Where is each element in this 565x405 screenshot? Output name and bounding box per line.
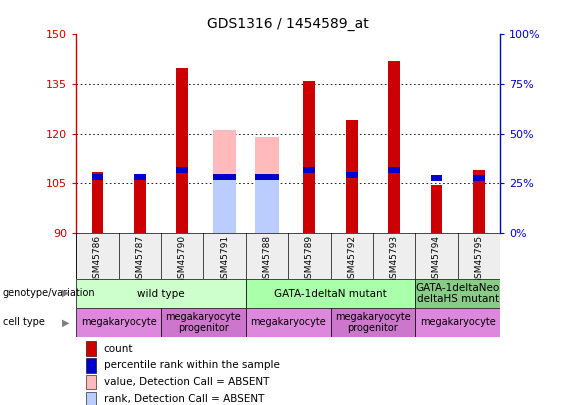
Bar	[303, 167, 315, 173]
Bar	[246, 279, 415, 308]
Text: GATA-1deltaNeo
deltaHS mutant: GATA-1deltaNeo deltaHS mutant	[415, 283, 500, 305]
Bar	[415, 308, 500, 337]
Bar	[303, 81, 315, 233]
Bar	[255, 137, 279, 233]
Bar	[431, 185, 442, 233]
Bar	[346, 120, 358, 233]
Bar	[473, 170, 485, 233]
Bar	[86, 375, 97, 390]
Text: GSM45791: GSM45791	[220, 235, 229, 284]
Text: wild type: wild type	[137, 289, 185, 298]
Bar	[92, 172, 103, 233]
Text: megakaryocyte
progenitor: megakaryocyte progenitor	[166, 311, 241, 333]
Bar	[431, 175, 442, 181]
Text: GSM45787: GSM45787	[136, 235, 144, 284]
Bar	[255, 174, 279, 180]
Bar	[255, 177, 279, 233]
Bar	[92, 174, 103, 180]
Text: rank, Detection Call = ABSENT: rank, Detection Call = ABSENT	[103, 394, 264, 404]
Text: GSM45793: GSM45793	[390, 235, 398, 284]
Bar	[134, 175, 146, 233]
Text: megakaryocyte
progenitor: megakaryocyte progenitor	[335, 311, 411, 333]
Text: GATA-1deltaN mutant: GATA-1deltaN mutant	[274, 289, 387, 298]
Bar	[388, 167, 400, 173]
Text: GSM45788: GSM45788	[263, 235, 271, 284]
Bar	[76, 308, 161, 337]
Text: count: count	[103, 343, 133, 354]
Text: value, Detection Call = ABSENT: value, Detection Call = ABSENT	[103, 377, 269, 387]
Text: GSM45792: GSM45792	[347, 235, 356, 284]
Bar	[161, 308, 246, 337]
Text: megakaryocyte: megakaryocyte	[250, 318, 326, 327]
Bar	[86, 358, 97, 373]
Text: ▶: ▶	[62, 318, 70, 327]
Bar	[346, 172, 358, 178]
Bar	[415, 279, 500, 308]
Text: cell type: cell type	[3, 318, 45, 327]
Text: GSM45794: GSM45794	[432, 235, 441, 284]
Text: ▶: ▶	[62, 288, 70, 298]
Title: GDS1316 / 1454589_at: GDS1316 / 1454589_at	[207, 17, 369, 31]
Bar	[246, 308, 331, 337]
Bar	[213, 130, 236, 233]
Text: megakaryocyte: megakaryocyte	[420, 318, 496, 327]
Bar	[388, 61, 400, 233]
Bar	[213, 174, 236, 180]
Text: GSM45790: GSM45790	[178, 235, 186, 284]
Text: GSM45789: GSM45789	[305, 235, 314, 284]
Bar	[331, 308, 415, 337]
Bar	[176, 68, 188, 233]
Text: percentile rank within the sample: percentile rank within the sample	[103, 360, 280, 371]
Text: genotype/variation: genotype/variation	[3, 288, 95, 298]
Bar	[473, 175, 485, 181]
Bar	[176, 167, 188, 173]
Bar	[86, 341, 97, 356]
Text: GSM45786: GSM45786	[93, 235, 102, 284]
Bar	[213, 175, 236, 233]
Text: GSM45795: GSM45795	[475, 235, 483, 284]
Bar	[134, 174, 146, 180]
Text: megakaryocyte: megakaryocyte	[81, 318, 157, 327]
Bar	[76, 279, 246, 308]
Bar	[86, 392, 97, 405]
